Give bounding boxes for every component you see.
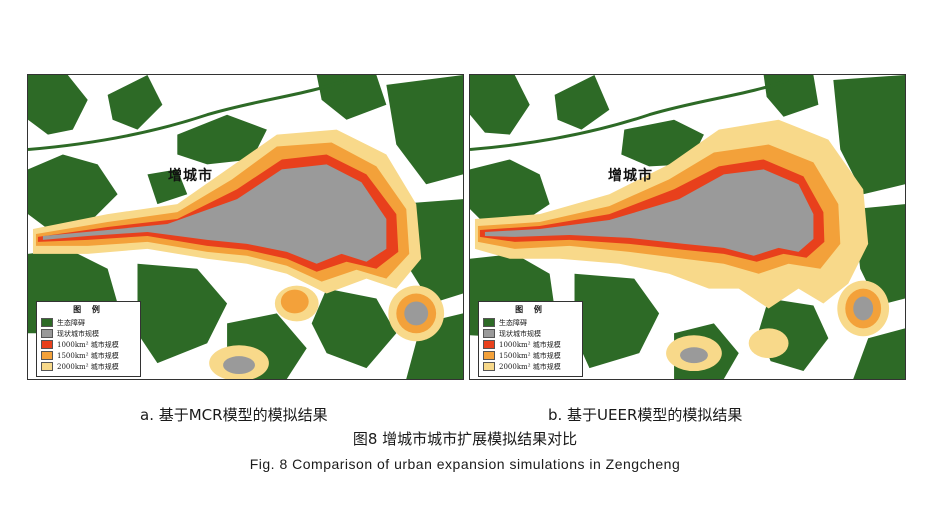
map-panel-a: 增城市 图 例 生态障碍 现状城市规模 1000km² 城市规模 1500km²… bbox=[27, 74, 464, 380]
legend-item-1000: 1000km² 城市规模 bbox=[483, 339, 578, 350]
legend-swatch bbox=[41, 351, 53, 360]
legend-item-1500: 1500km² 城市规模 bbox=[41, 350, 136, 361]
legend-label: 1000km² 城市规模 bbox=[57, 340, 119, 349]
legend-swatch bbox=[41, 329, 53, 338]
legend-item-2000: 2000km² 城市规模 bbox=[483, 361, 578, 372]
city-label: 增城市 bbox=[608, 168, 653, 184]
legend-label: 1500km² 城市规模 bbox=[499, 351, 561, 360]
caption-map-b: b. 基于UEER模型的模拟结果 bbox=[548, 406, 743, 424]
legend-label: 1000km² 城市规模 bbox=[499, 340, 561, 349]
legend-item-ecological: 生态障碍 bbox=[483, 317, 578, 328]
legend-label: 2000km² 城市规模 bbox=[57, 362, 119, 371]
city-label: 增城市 bbox=[168, 168, 213, 184]
legend-swatch bbox=[483, 318, 495, 327]
river-line bbox=[28, 78, 348, 151]
caption-map-a: a. 基于MCR模型的模拟结果 bbox=[140, 406, 328, 424]
legend-item-current: 现状城市规模 bbox=[41, 328, 136, 339]
legend-swatch bbox=[483, 329, 495, 338]
legend-item-ecological: 生态障碍 bbox=[41, 317, 136, 328]
legend-item-current: 现状城市规模 bbox=[483, 328, 578, 339]
legend-swatch bbox=[483, 362, 495, 371]
legend-label: 1500km² 城市规模 bbox=[57, 351, 119, 360]
figure-caption-chinese: 图8 增城市城市扩展模拟结果对比 bbox=[352, 430, 578, 448]
legend: 图 例 生态障碍 现状城市规模 1000km² 城市规模 1500km² 城市规… bbox=[36, 301, 141, 377]
current-urban-layer bbox=[484, 169, 874, 364]
legend-swatch bbox=[483, 340, 495, 349]
legend: 图 例 生态障碍 现状城市规模 1000km² 城市规模 1500km² 城市规… bbox=[478, 301, 583, 377]
legend-title: 图 例 bbox=[73, 305, 104, 314]
legend-item-2000: 2000km² 城市规模 bbox=[41, 361, 136, 372]
legend-swatch bbox=[41, 318, 53, 327]
map-panel-b: 增城市 图 例 生态障碍 现状城市规模 1000km² 城市规模 1500km²… bbox=[469, 74, 906, 380]
legend-label: 生态障碍 bbox=[57, 318, 85, 327]
legend-label: 现状城市规模 bbox=[499, 329, 541, 338]
legend-label: 现状城市规模 bbox=[57, 329, 99, 338]
river-line bbox=[470, 78, 790, 151]
legend-label: 生态障碍 bbox=[499, 318, 527, 327]
current-urban-layer bbox=[42, 164, 429, 375]
legend-item-1000: 1000km² 城市规模 bbox=[41, 339, 136, 350]
legend-title: 图 例 bbox=[515, 305, 546, 314]
legend-label: 2000km² 城市规模 bbox=[499, 362, 561, 371]
figure-caption-english: Fig. 8 Comparison of urban expansion sim… bbox=[249, 456, 681, 472]
legend-item-1500: 1500km² 城市规模 bbox=[483, 350, 578, 361]
legend-swatch bbox=[483, 351, 495, 360]
legend-swatch bbox=[41, 362, 53, 371]
legend-swatch bbox=[41, 340, 53, 349]
